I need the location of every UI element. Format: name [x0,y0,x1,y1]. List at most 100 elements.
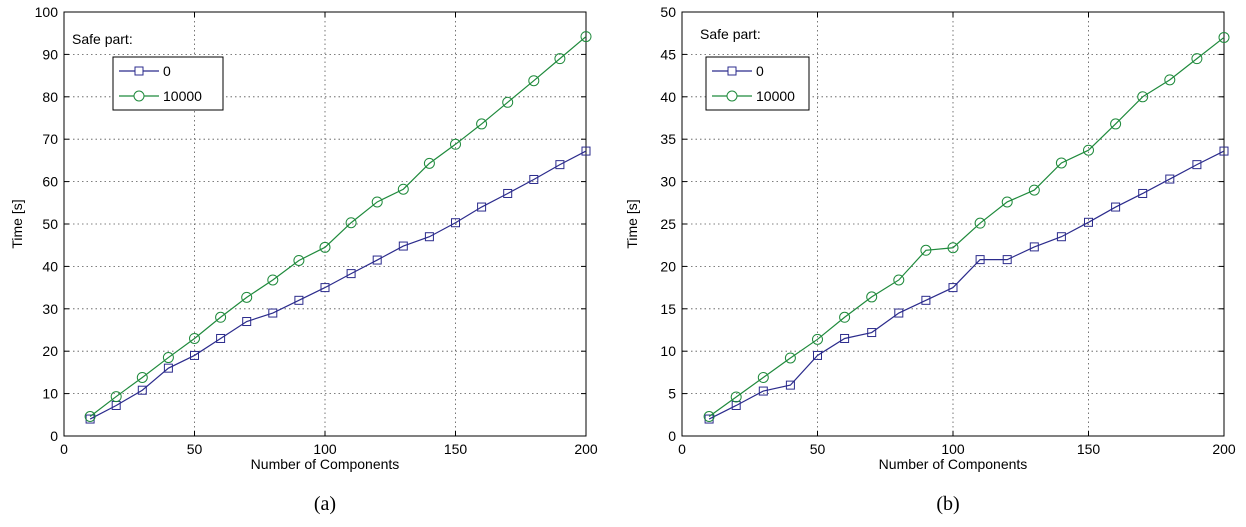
data-point-0 [163,363,173,373]
data-point-0 [529,174,539,184]
legend-marker-10000 [133,90,145,102]
y-tick-label: 5 [668,386,676,402]
data-point-0 [1084,217,1093,227]
data-point-0 [813,350,822,360]
data-point-0 [921,295,931,305]
legend-marker-0 [727,66,737,76]
y-tick-label: 50 [660,4,676,20]
data-point-10000 [423,157,435,169]
data-point-10000 [1218,31,1230,43]
x-tick-label: 150 [444,441,468,457]
data-point-0 [451,218,460,228]
legend-marker-0 [134,66,144,76]
data-point-0 [731,400,741,410]
data-point-10000 [136,371,148,383]
x-tick-label: 200 [1212,441,1236,457]
data-point-10000 [974,217,986,229]
y-tick-label: 100 [35,4,59,20]
data-point-10000 [920,244,932,256]
data-point-0 [137,385,147,395]
y-tick-label: 25 [660,216,676,232]
data-point-10000 [1164,74,1176,86]
data-point-10000 [162,352,174,364]
data-point-0 [840,333,850,343]
data-point-0 [1138,188,1148,198]
data-point-0 [294,295,304,305]
legend-label-10000: 10000 [756,88,795,104]
y-tick-label: 40 [660,89,676,105]
data-point-10000 [812,333,823,345]
data-point-10000 [1110,118,1122,130]
panel-caption: (b) [936,493,959,515]
x-axis-label: Number of Components [251,456,400,472]
data-point-10000 [215,311,227,323]
data-point-10000 [1055,157,1067,169]
data-point-10000 [703,410,715,422]
y-tick-label: 80 [42,89,58,105]
data-point-10000 [528,75,540,87]
data-point-10000 [450,138,461,150]
y-tick-label: 30 [42,301,58,317]
legend-marker-10000 [726,90,738,102]
data-point-0 [948,283,958,293]
data-point-10000 [345,217,357,229]
x-axis-label: Number of Components [879,456,1028,472]
data-point-10000 [371,196,383,208]
data-point-10000 [947,242,959,254]
data-point-0 [268,308,278,318]
data-point-0 [477,202,487,212]
data-point-0 [785,380,795,390]
y-tick-label: 10 [42,386,58,402]
y-tick-label: 0 [668,428,676,444]
legend-box [705,56,810,111]
data-point-0 [424,232,434,242]
data-point-0 [398,241,408,251]
data-point-0 [581,146,591,156]
data-point-10000 [866,291,878,303]
panel-caption: (a) [314,493,336,515]
data-point-0 [1029,242,1039,252]
data-point-0 [503,188,513,198]
data-point-0 [555,160,565,170]
chart-panel-b: 0 50 100 150 200 0 5 10 15 20 25 30 35 40 45 50 Number o… [624,4,1236,515]
x-tick-label: 200 [574,441,598,457]
x-tick-label: 100 [941,441,965,457]
y-tick-label: 30 [660,174,676,190]
y-axis-label: Time [s] [9,199,25,248]
x-tick-label: 50 [187,441,203,457]
chart-panel-a: 0 50 100 150 2000102030405060708090100Number… [9,4,598,515]
x-tick-label: 0 [60,441,68,457]
data-point-10000 [839,311,851,323]
data-point-0 [975,255,985,265]
legend-title: Safe part: [700,26,761,42]
data-point-10000 [267,274,279,286]
y-tick-label: 50 [42,216,58,232]
data-point-0 [1165,174,1175,184]
data-point-10000 [110,391,122,403]
y-tick-label: 40 [42,258,58,274]
y-tick-label: 70 [42,131,58,147]
legend-title: Safe part: [72,31,133,47]
legend-label-0: 0 [756,63,764,79]
data-point-0 [242,317,252,327]
legend-label-10000: 10000 [163,88,202,104]
data-point-0 [1111,202,1121,212]
data-point-10000 [1083,144,1094,156]
data-point-10000 [580,31,592,43]
x-tick-label: 0 [678,441,686,457]
data-point-0 [1056,232,1066,242]
data-point-10000 [730,391,742,403]
data-point-10000 [1191,53,1203,65]
data-point-0 [216,333,226,343]
x-tick-label: 50 [810,441,826,457]
data-point-0 [190,350,199,360]
data-point-10000 [293,254,305,266]
data-point-10000 [241,291,253,303]
data-point-0 [1219,146,1229,156]
data-point-0 [867,328,877,338]
data-point-10000 [1137,91,1149,103]
data-point-0 [1192,160,1202,170]
x-tick-label: 100 [313,441,337,457]
y-axis-label: Time [s] [624,199,640,248]
y-tick-label: 35 [660,131,676,147]
